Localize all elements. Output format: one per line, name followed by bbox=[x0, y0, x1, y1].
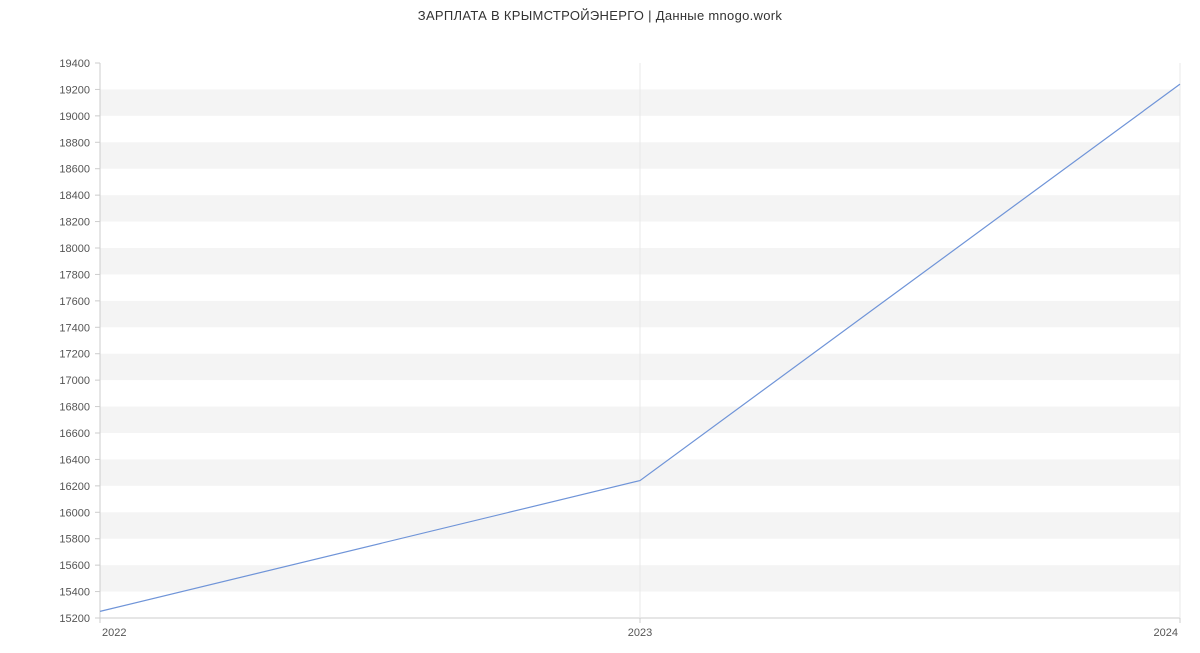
y-tick-label: 17800 bbox=[59, 269, 90, 281]
y-tick-label: 15200 bbox=[59, 613, 90, 625]
x-tick-label: 2023 bbox=[628, 627, 652, 639]
y-tick-label: 15400 bbox=[59, 587, 90, 599]
y-tick-label: 18000 bbox=[59, 243, 90, 255]
y-tick-label: 17600 bbox=[59, 296, 90, 308]
y-tick-label: 17200 bbox=[59, 349, 90, 361]
y-tick-label: 16000 bbox=[59, 507, 90, 519]
salary-line-chart: ЗАРПЛАТА В КРЫМСТРОЙЭНЕРГО | Данные mnog… bbox=[0, 0, 1200, 650]
y-tick-label: 18800 bbox=[59, 137, 90, 149]
y-tick-label: 18200 bbox=[59, 217, 90, 229]
y-tick-label: 19200 bbox=[59, 84, 90, 96]
y-tick-label: 16200 bbox=[59, 481, 90, 493]
y-tick-label: 17400 bbox=[59, 322, 90, 334]
y-tick-label: 18400 bbox=[59, 190, 90, 202]
y-tick-label: 19400 bbox=[59, 58, 90, 70]
y-tick-label: 15600 bbox=[59, 560, 90, 572]
y-tick-label: 19000 bbox=[59, 111, 90, 123]
y-tick-label: 16800 bbox=[59, 402, 90, 414]
x-tick-label: 2024 bbox=[1154, 627, 1178, 639]
x-tick-label: 2022 bbox=[102, 627, 126, 639]
y-tick-label: 16400 bbox=[59, 454, 90, 466]
y-tick-label: 15800 bbox=[59, 534, 90, 546]
y-tick-label: 17000 bbox=[59, 375, 90, 387]
y-tick-label: 18600 bbox=[59, 164, 90, 176]
chart-svg: 15200 15400 15600 15800 16000 16200 16400 16600… bbox=[0, 23, 1200, 653]
chart-title: ЗАРПЛАТА В КРЫМСТРОЙЭНЕРГО | Данные mnog… bbox=[0, 0, 1200, 23]
y-tick-label: 16600 bbox=[59, 428, 90, 440]
